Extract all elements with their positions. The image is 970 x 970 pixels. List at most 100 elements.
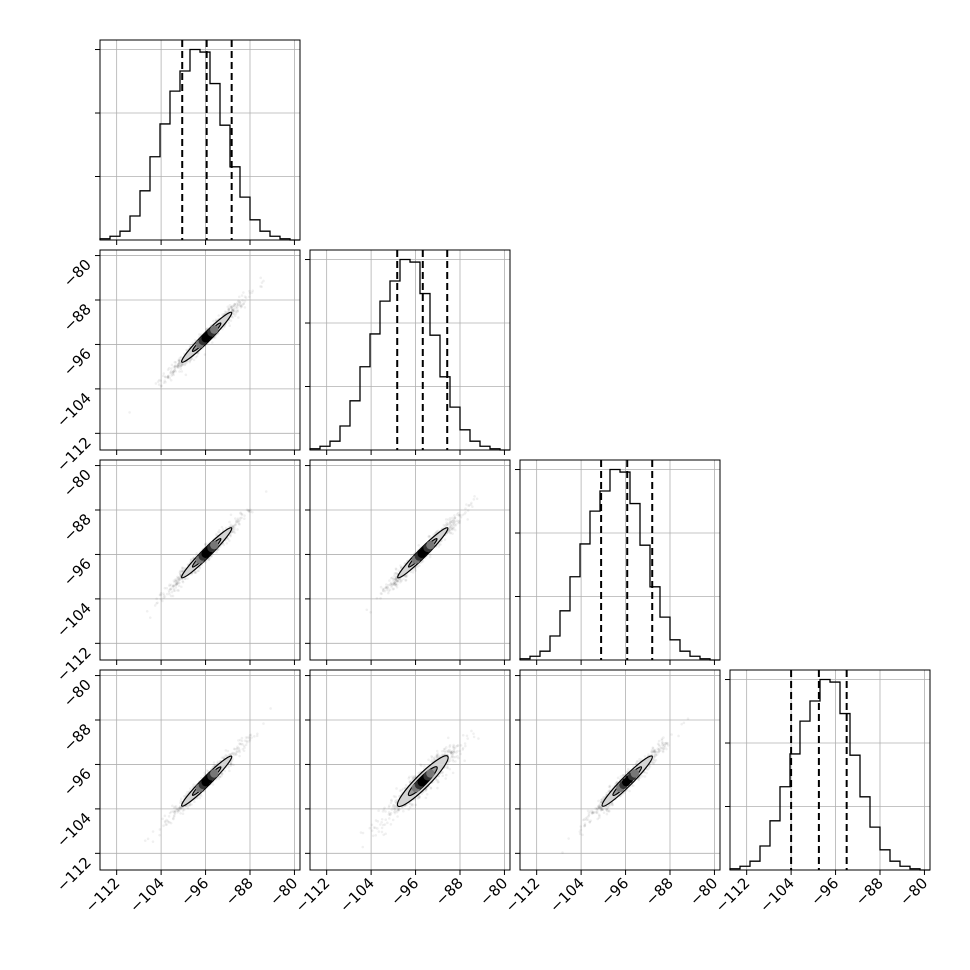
sample-point (621, 773, 625, 777)
sample-point (408, 780, 412, 783)
sample-point (229, 513, 233, 517)
sample-point (587, 815, 590, 818)
sample-point (249, 733, 253, 737)
sample-point (167, 374, 170, 377)
sample-point (178, 370, 181, 373)
sample-point (662, 736, 665, 739)
sample-point (190, 803, 193, 806)
sample-point (161, 817, 164, 821)
scatter-panel-3-2 (305, 459, 511, 665)
sample-point (231, 305, 234, 309)
sample-point (192, 556, 195, 560)
sample-point (448, 516, 452, 520)
histogram-panel-1 (95, 39, 301, 245)
density-blob (210, 540, 219, 550)
y-tick-label: −112 (53, 433, 95, 475)
x-tick-label: −104 (756, 874, 798, 916)
sample-point (450, 751, 454, 755)
sample-point (650, 753, 653, 756)
sample-point (180, 370, 184, 373)
sample-point (151, 830, 155, 833)
sample-point (381, 589, 385, 592)
x-tick-label: −104 (546, 874, 588, 916)
sample-point (444, 746, 448, 749)
sample-point (188, 803, 192, 807)
sample-point (168, 583, 171, 587)
sample-point (239, 516, 242, 520)
sample-point (198, 567, 201, 570)
sample-point (394, 583, 398, 587)
sample-point (600, 798, 604, 802)
sample-point (211, 766, 214, 769)
sample-point (451, 532, 454, 535)
sample-point (194, 356, 198, 359)
sample-point (410, 803, 413, 806)
sample-point (448, 528, 451, 532)
sample-point (636, 759, 639, 763)
sample-point (665, 747, 668, 751)
sample-point (435, 749, 439, 753)
sample-point (237, 316, 240, 319)
sample-point (234, 522, 238, 525)
sample-point (233, 302, 237, 306)
sample-point (262, 722, 265, 725)
sample-point (444, 777, 448, 780)
sample-point (183, 577, 187, 581)
panel-frame (99, 669, 301, 871)
sample-point (404, 575, 407, 578)
sample-point (647, 767, 651, 770)
sample-point (441, 774, 445, 777)
sample-point (453, 516, 457, 520)
sample-point (385, 585, 389, 589)
sample-point (400, 566, 403, 569)
sample-point (651, 746, 655, 750)
sample-point (425, 788, 428, 792)
sample-point (409, 780, 413, 783)
sample-point (395, 810, 399, 814)
scatter-panel-4-2: −112 −104 −96 −88 −80 (292, 669, 511, 916)
sample-point (176, 582, 179, 586)
sample-point (394, 567, 398, 570)
sample-point (425, 792, 429, 796)
sample-point (626, 768, 630, 771)
scatter-panel-2-1: −112−104 −96 −88 −80 (53, 249, 301, 475)
panel-frame (309, 459, 511, 661)
sample-point (596, 805, 600, 809)
sample-point (389, 581, 393, 585)
histogram-panel-2 (305, 249, 511, 455)
sample-point (414, 569, 417, 572)
sample-point (247, 736, 251, 739)
sample-point (237, 749, 241, 753)
sample-point (193, 571, 196, 575)
sample-point (410, 554, 413, 557)
sample-point (232, 310, 235, 313)
sample-point (393, 574, 396, 577)
sample-point (179, 364, 182, 368)
sample-point (233, 524, 237, 527)
sample-point (392, 583, 396, 586)
sample-point (395, 806, 399, 810)
sample-point (657, 748, 661, 751)
sample-point (237, 746, 241, 750)
sample-point (256, 732, 259, 736)
sample-point (606, 805, 610, 809)
sample-point (653, 749, 656, 753)
sample-point (582, 818, 585, 822)
sample-point (174, 361, 178, 364)
sample-point (435, 529, 439, 533)
sample-point (226, 749, 230, 753)
y-tick-label: −104 (53, 599, 95, 641)
histogram-panel-4: −112 −104 −96 −88 −80 (712, 669, 931, 916)
sample-point (436, 752, 440, 755)
sample-point (238, 742, 242, 746)
sample-point (177, 577, 181, 581)
sample-point (169, 594, 173, 598)
sample-point (436, 786, 439, 790)
sample-point (413, 775, 417, 779)
sample-point (188, 360, 191, 364)
y-tick-label: −96 (60, 765, 95, 800)
sample-point (203, 771, 206, 775)
sample-point (561, 851, 564, 854)
sample-point (193, 339, 197, 342)
sample-point (446, 518, 450, 521)
